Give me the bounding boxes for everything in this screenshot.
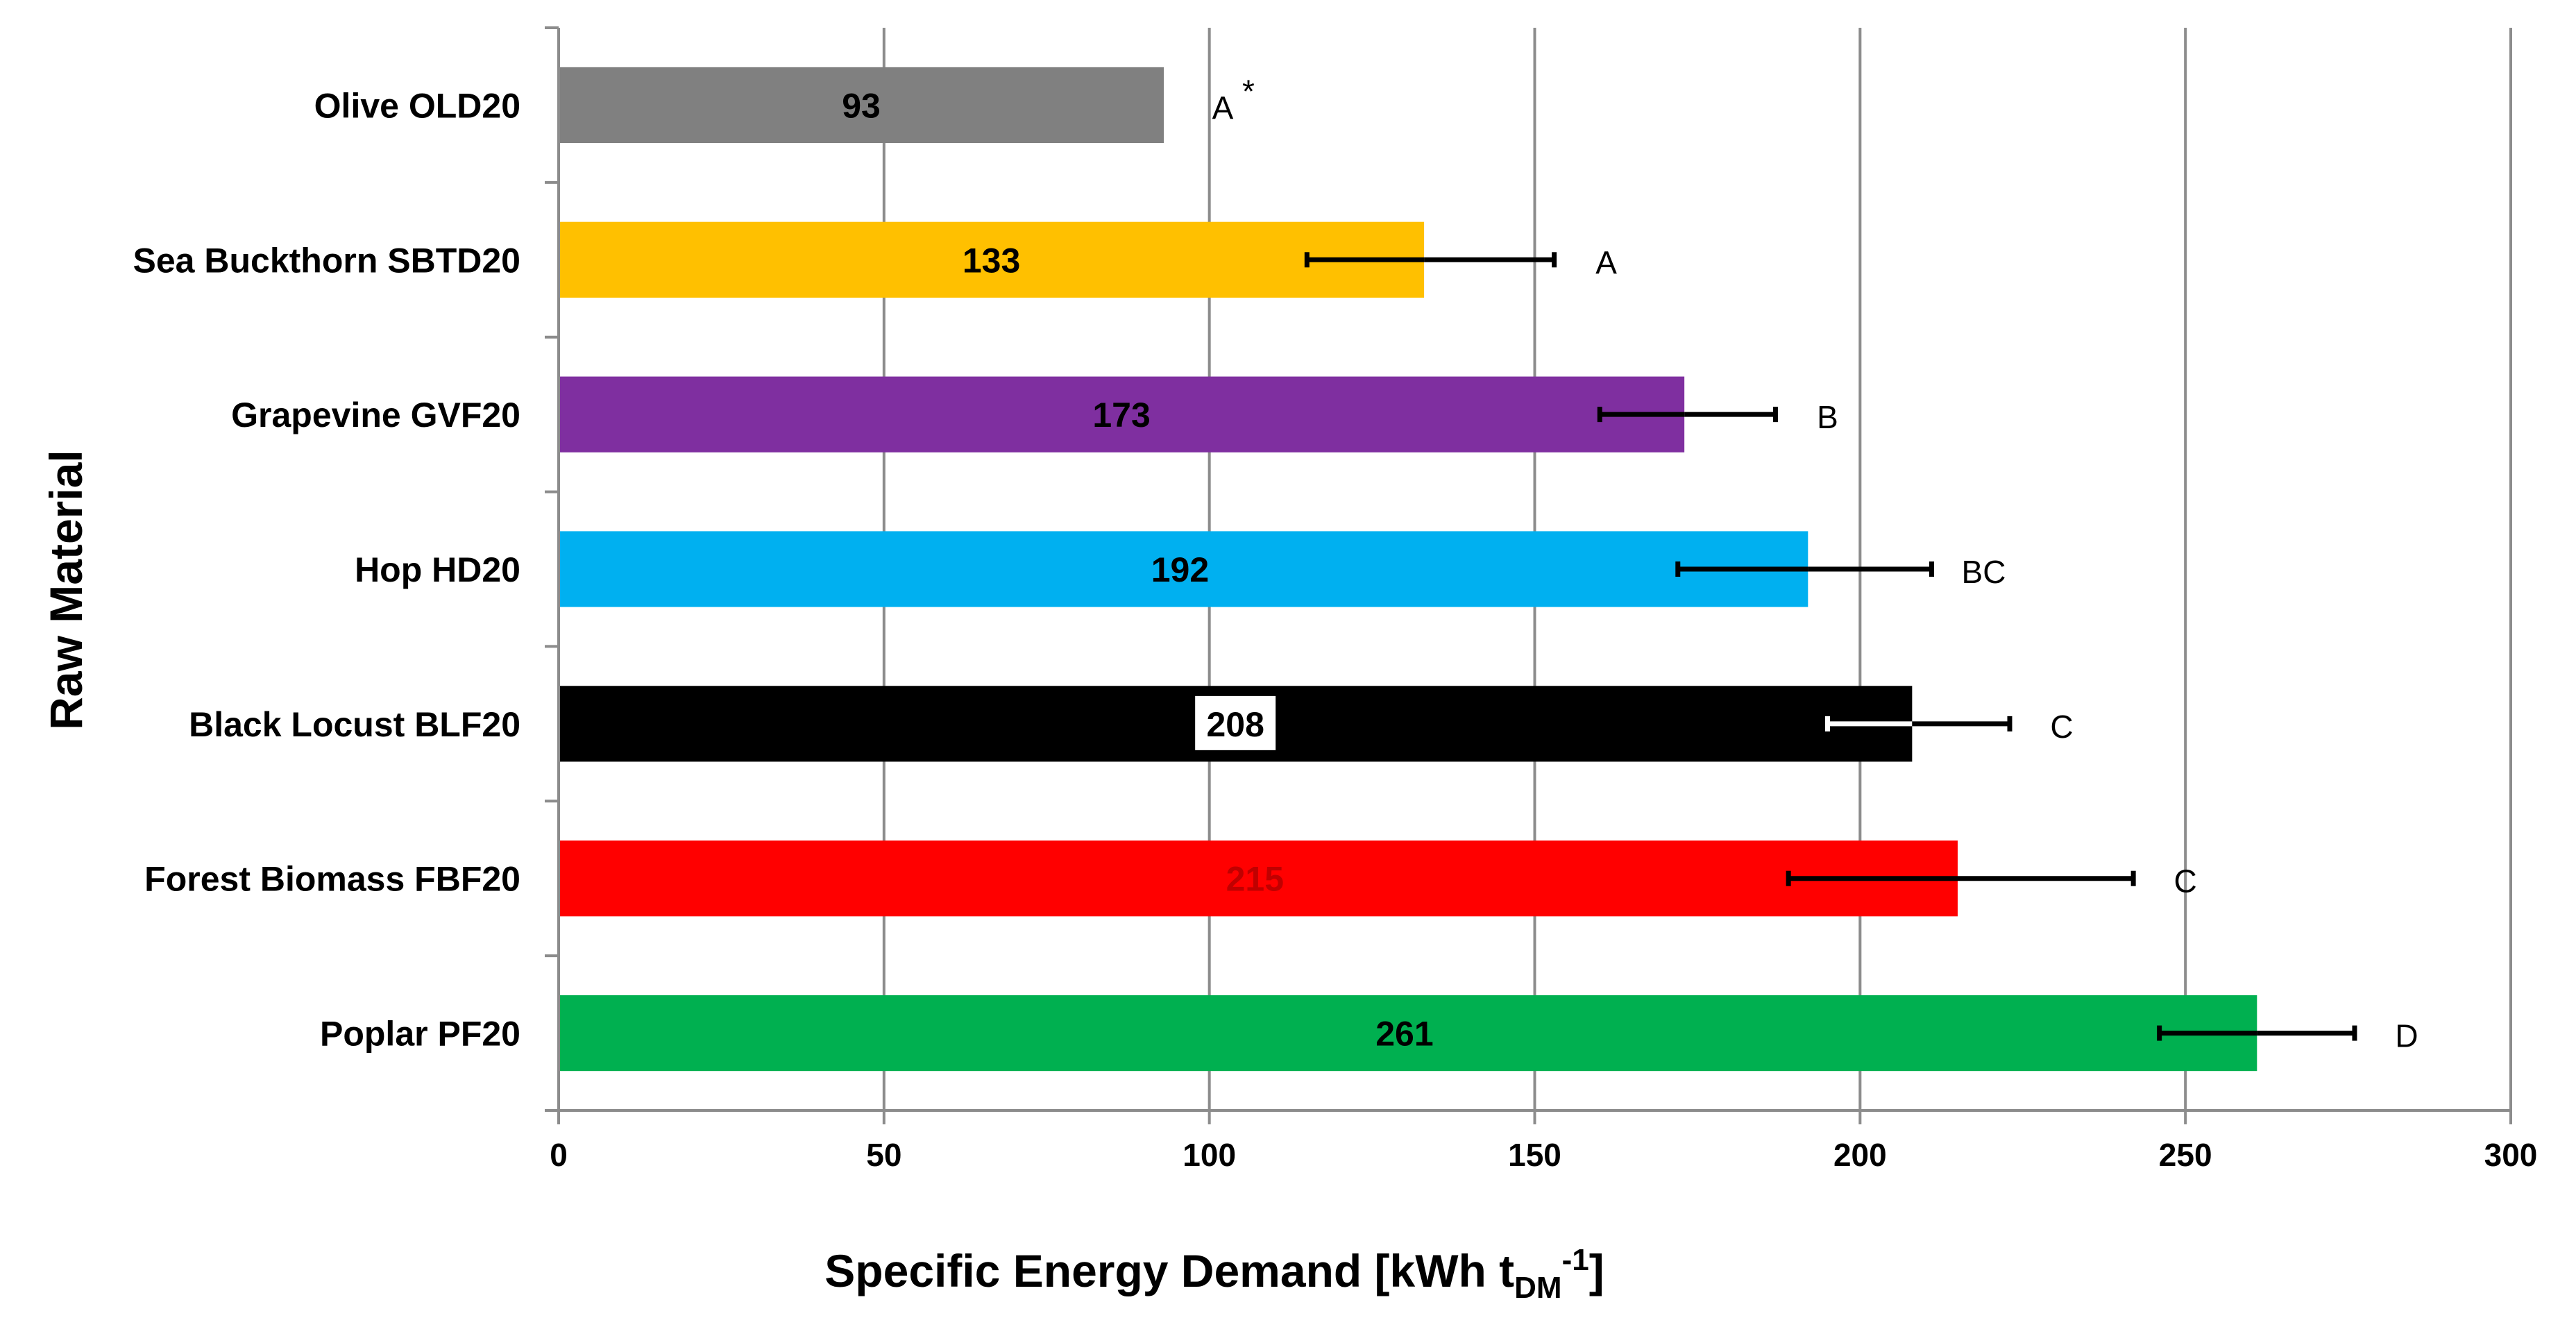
y-axis-title: Raw Material <box>40 450 92 729</box>
x-tick-label: 50 <box>866 1137 901 1173</box>
category-label: Poplar PF20 <box>320 1015 520 1054</box>
value-label: 133 <box>963 241 1020 280</box>
bars-group <box>559 67 2257 1072</box>
category-label: Hop HD20 <box>355 550 520 589</box>
category-label: Grapevine GVF20 <box>231 396 520 434</box>
significance-label: C <box>2050 709 2073 745</box>
significance-label: A <box>1595 244 1617 280</box>
x-tick-label: 150 <box>1508 1137 1561 1173</box>
value-label: 208 <box>1206 705 1264 744</box>
category-label: Sea Buckthorn SBTD20 <box>133 241 520 280</box>
value-label: 93 <box>842 86 881 125</box>
significance-label: B <box>1817 399 1838 435</box>
x-tick-label: 250 <box>2159 1137 2212 1173</box>
x-tick-label: 0 <box>550 1137 568 1173</box>
significance-superscript: * <box>1242 73 1255 109</box>
bar <box>559 67 1164 144</box>
value-label: 215 <box>1226 860 1284 899</box>
significance-label: A <box>1212 90 1234 126</box>
value-label: 261 <box>1375 1015 1433 1054</box>
x-axis-title: Specific Energy Demand [kWh tDM-1] <box>824 1243 1604 1305</box>
value-label: 173 <box>1092 396 1150 434</box>
bar <box>559 840 1958 917</box>
bar <box>559 221 1425 298</box>
significance-label: C <box>2174 863 2197 899</box>
x-tick-label: 200 <box>1833 1137 1887 1173</box>
significance-label: D <box>2395 1018 2418 1054</box>
value-label: 192 <box>1151 550 1209 589</box>
significance-label: BC <box>1962 554 2006 590</box>
x-tick-label: 300 <box>2484 1137 2538 1173</box>
x-tick-label: 100 <box>1183 1137 1236 1173</box>
value-label-box <box>1195 695 1276 750</box>
axes-group <box>545 26 2512 1124</box>
bar <box>559 531 1808 607</box>
category-label: Black Locust BLF20 <box>189 705 520 744</box>
bar <box>559 995 2257 1072</box>
error-bars-group <box>1304 252 2357 1041</box>
category-label: Forest Biomass FBF20 <box>144 860 520 899</box>
category-label: Olive OLD20 <box>314 86 520 125</box>
bar <box>559 376 1685 453</box>
